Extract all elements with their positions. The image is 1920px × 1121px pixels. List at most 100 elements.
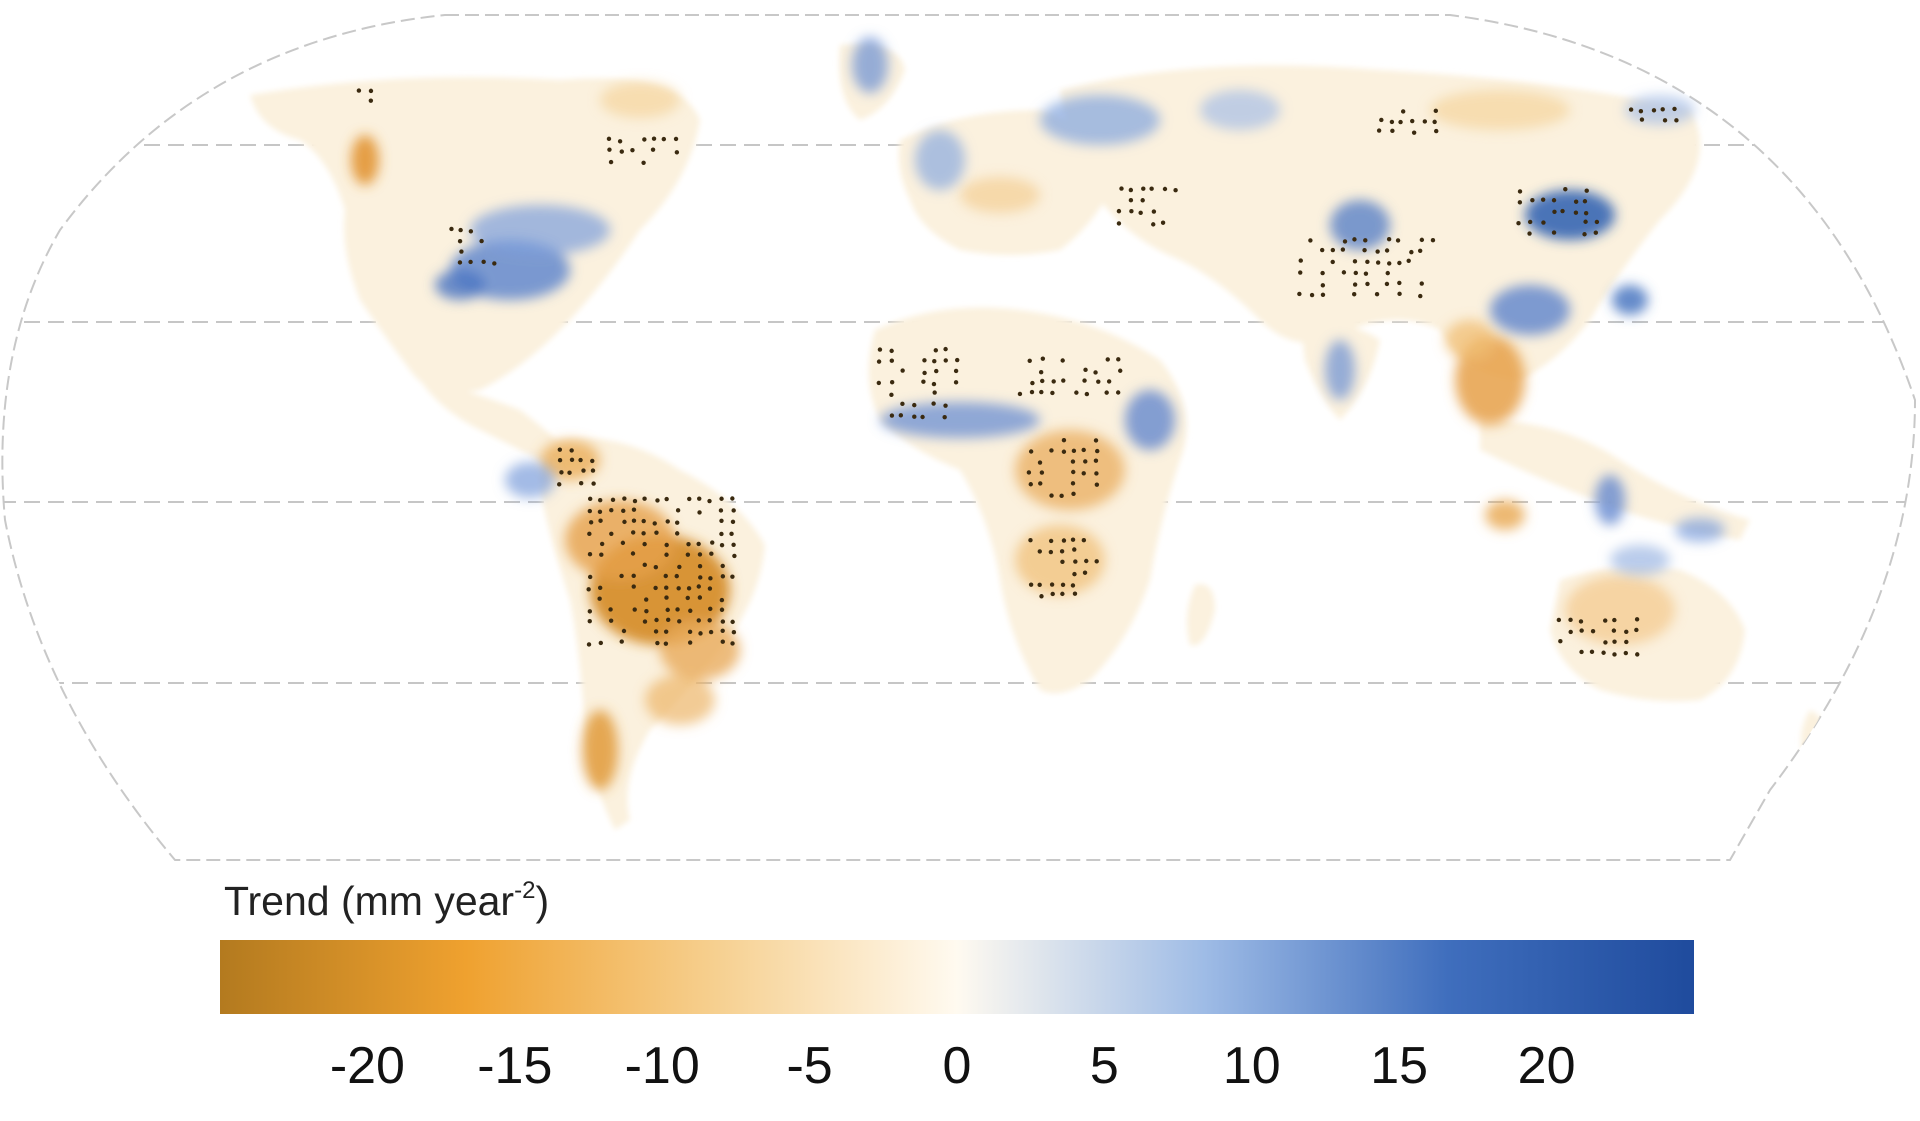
stipple-dot xyxy=(587,496,593,502)
stipple-dot xyxy=(1589,649,1595,655)
stipple-dot xyxy=(1027,358,1032,364)
stipple-dot xyxy=(1105,357,1110,362)
stipple-dot xyxy=(698,631,703,636)
stipple-dot xyxy=(617,139,623,144)
stipple-dot xyxy=(1579,628,1584,633)
stipple-dot xyxy=(642,562,647,568)
stipple-dot xyxy=(1050,390,1055,396)
land-masses xyxy=(250,44,1826,830)
stipple-dot xyxy=(655,498,660,503)
stipple-dot xyxy=(1375,260,1381,265)
stipple-dot xyxy=(720,563,725,569)
stipple-dot xyxy=(1038,481,1043,486)
stipple-dot xyxy=(1028,482,1033,487)
stipple-dot xyxy=(607,147,612,152)
stipple-dot xyxy=(1612,617,1617,623)
stipple-dot xyxy=(889,392,894,398)
stipple-dot xyxy=(641,531,646,536)
stipple-dot xyxy=(1433,108,1439,114)
stipple-dot xyxy=(1017,391,1023,397)
stipple-dot xyxy=(1579,649,1584,655)
stipple-dot xyxy=(1551,230,1557,235)
stipple-dot xyxy=(698,575,703,580)
stipple-dot xyxy=(876,359,882,364)
stipple-dot xyxy=(697,496,702,501)
stipple-dot xyxy=(620,540,626,546)
stipple-dot xyxy=(1430,238,1436,243)
stipple-dot xyxy=(1398,119,1403,125)
stipple-dot xyxy=(1384,281,1390,287)
stipple-dot xyxy=(1128,197,1134,203)
stipple-dot xyxy=(720,574,726,579)
stipple-dot xyxy=(1061,378,1066,383)
stipple-dot xyxy=(631,573,636,579)
stipple-dot xyxy=(1061,538,1067,543)
stipple-dot xyxy=(619,639,624,644)
stipple-dot xyxy=(1594,219,1600,225)
colorbar-title-exponent: -2 xyxy=(514,877,536,905)
stipple-dot xyxy=(598,518,603,523)
stipple-dot xyxy=(458,227,463,233)
stipple-dot xyxy=(1093,458,1099,463)
stipple-dot xyxy=(1541,220,1546,225)
stipple-dot xyxy=(1048,549,1054,555)
stipple-dot xyxy=(1365,281,1370,287)
colorbar-tick-label: 10 xyxy=(1222,1037,1281,1095)
stipple-dot xyxy=(730,574,735,579)
stipple-dot xyxy=(719,597,725,603)
stipple-dot xyxy=(622,496,627,501)
stipple-dot xyxy=(1583,210,1589,216)
stipple-dot xyxy=(1390,128,1395,134)
stipple-dot xyxy=(707,618,712,623)
stipple-dot xyxy=(1320,270,1325,276)
stipple-dot xyxy=(1029,389,1035,395)
stipple-dot xyxy=(1118,368,1123,373)
stipple-dot xyxy=(1071,448,1077,454)
stipple-dot xyxy=(922,358,927,363)
stipple-dot xyxy=(557,482,562,487)
stipple-dot xyxy=(591,481,596,486)
stipple-dot xyxy=(953,380,959,385)
stipple-dot xyxy=(1590,628,1596,634)
stipple-dot xyxy=(1419,281,1424,286)
stipple-dot xyxy=(588,520,594,525)
stipple-dot xyxy=(1070,583,1076,588)
stipple-dot xyxy=(567,470,572,475)
stipple-dot xyxy=(1083,459,1088,464)
stipple-dot xyxy=(1374,291,1380,297)
stipple-dot xyxy=(631,518,637,523)
stipple-dot xyxy=(1376,128,1382,133)
stipple-dot xyxy=(1674,118,1679,123)
stipple-dot xyxy=(597,585,603,591)
africa xyxy=(868,307,1187,694)
stipple-dot xyxy=(1141,186,1146,191)
stipple-dot xyxy=(597,509,603,515)
stipple-dot xyxy=(1516,221,1521,226)
stipple-dot xyxy=(1397,291,1402,297)
stipple-dot xyxy=(630,551,636,556)
stipple-dot xyxy=(1060,358,1065,363)
stipple-dot xyxy=(718,508,724,513)
stipple-dot xyxy=(1411,130,1417,135)
stipple-dot xyxy=(1119,186,1124,191)
stipple-dot xyxy=(622,519,627,525)
stipple-dot xyxy=(731,542,736,547)
stipple-dot xyxy=(900,368,905,373)
stipple-dot xyxy=(697,564,703,569)
stipple-dot xyxy=(1094,471,1099,476)
stipple-dot xyxy=(599,552,604,557)
stipple-dot xyxy=(1074,390,1079,395)
stipple-dot xyxy=(1050,591,1055,597)
stipple-dot xyxy=(356,88,362,93)
stipple-dot xyxy=(1375,249,1380,254)
stipple-dot xyxy=(1410,118,1415,124)
stipple-dot xyxy=(1151,222,1156,227)
stipple-dot xyxy=(697,595,703,600)
stipple-dot xyxy=(1083,367,1088,373)
stipple-dot xyxy=(1049,493,1054,498)
stipple-dot xyxy=(468,229,474,234)
stipple-dot xyxy=(1149,186,1154,191)
stipple-dot xyxy=(1070,459,1076,464)
stipple-dot xyxy=(1635,652,1640,657)
stipple-dot xyxy=(1527,231,1532,236)
